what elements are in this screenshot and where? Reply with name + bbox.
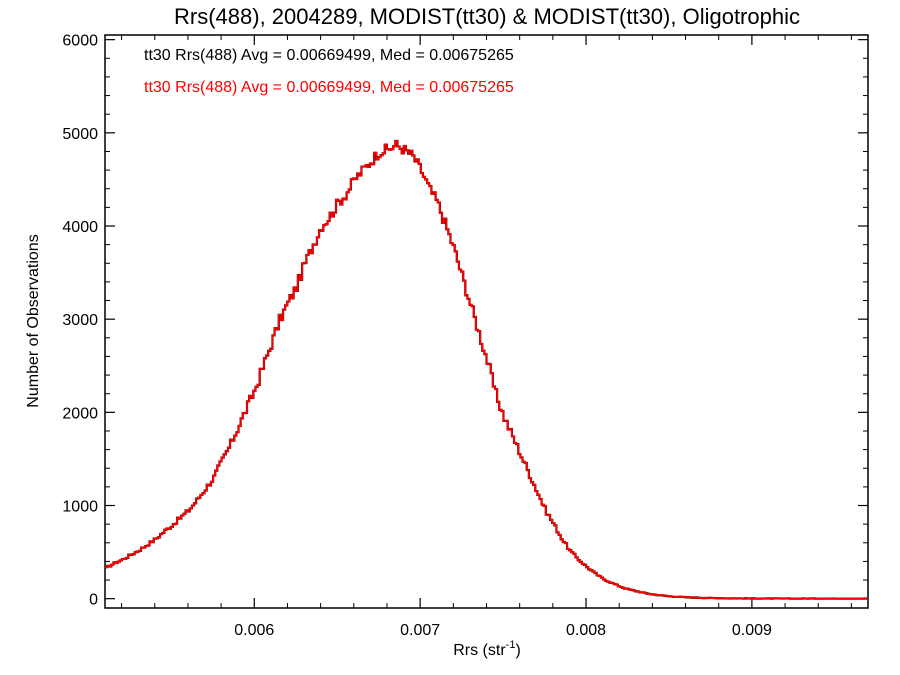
y-tick-label: 4000 [62, 219, 98, 236]
x-tick-label: 0.007 [400, 622, 440, 639]
x-axis-label: Rrs (str-1) [453, 639, 521, 659]
y-tick-label: 0 [89, 592, 98, 609]
y-tick-label: 2000 [62, 405, 98, 422]
x-tick-label: 0.006 [234, 622, 274, 639]
series-line-1 [105, 139, 868, 600]
plot-frame [104, 34, 869, 609]
y-tick-label: 5000 [62, 126, 98, 143]
chart-title: Rrs(488), 2004289, MODIST(tt30) & MODIST… [174, 4, 800, 29]
x-axis: 0.006 0.007 0.008 0.009 [121, 35, 852, 639]
y-axis-label: Number of Observations [25, 234, 42, 407]
x-tick-label: 0.009 [732, 622, 772, 639]
x-axis-label-close: ) [515, 642, 520, 659]
series-layer [105, 139, 868, 600]
y-tick-label: 1000 [62, 499, 98, 516]
x-axis-label-superscript: -1 [506, 639, 516, 651]
y-tick-label: 6000 [62, 33, 98, 50]
legend-entry-2: tt30 Rrs(488) Avg = 0.00669499, Med = 0.… [144, 79, 514, 96]
y-axis: 0 1000 2000 3000 4000 5000 6000 [62, 33, 868, 609]
x-tick-label: 0.008 [566, 622, 606, 639]
legend-entry-1: tt30 Rrs(488) Avg = 0.00669499, Med = 0.… [144, 47, 514, 64]
series-line-2 [105, 140, 868, 600]
x-axis-label-main: Rrs (str [453, 642, 506, 659]
y-tick-label: 3000 [62, 312, 98, 329]
